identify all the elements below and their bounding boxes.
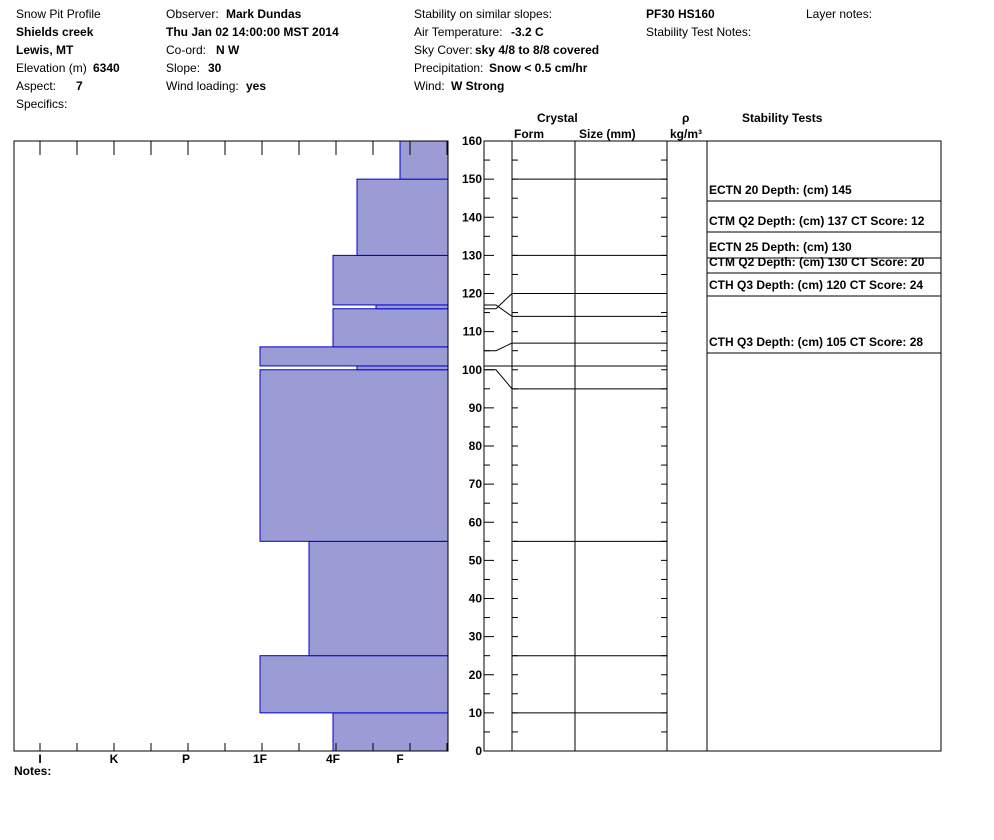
pf-hs-value: PF30 HS160	[646, 7, 715, 21]
height-tick-label: 90	[469, 401, 483, 415]
height-tick-label: 130	[462, 248, 482, 262]
height-tick-label: 70	[469, 477, 483, 491]
observation-datetime: Thu Jan 02 14:00:00 MST 2014	[166, 25, 339, 39]
observer-label: Observer:	[166, 7, 219, 21]
wind-value: W Strong	[451, 79, 505, 93]
sky-cover-label: Sky Cover:	[414, 43, 473, 57]
layer-boundary-connector	[484, 369, 513, 390]
precipitation-label: Precipitation:	[414, 61, 484, 75]
stability-test-label: CTH Q3 Depth: (cm) 120 CT Score: 24	[709, 278, 923, 292]
hardness-tick-label: 1F	[253, 752, 267, 766]
layer-notes-label: Layer notes:	[806, 7, 873, 21]
stability-test-label: ECTN 25 Depth: (cm) 130	[709, 240, 852, 254]
layer-boundary-connector	[484, 293, 513, 310]
layer-boundary-connector	[484, 342, 513, 352]
hardness-plot-frame	[13, 140, 449, 752]
wind-loading-label: Wind loading:	[166, 79, 239, 93]
coord-value: N W	[216, 43, 240, 57]
hardness-layer-bar	[375, 304, 449, 310]
height-tick-label: 80	[469, 439, 483, 453]
specifics-label: Specifics:	[16, 97, 68, 111]
aspect-label: Aspect:	[16, 79, 57, 93]
crystal-header: Crystal	[537, 111, 578, 125]
hardness-layer-bar	[356, 365, 449, 371]
hardness-tick-label: I	[38, 752, 41, 766]
form-header: Form	[514, 127, 544, 141]
elevation-label: Elevation (m)	[16, 61, 87, 75]
height-tick-label: 50	[469, 553, 483, 567]
aspect-value: 7	[76, 79, 83, 93]
density-unit-header: kg/m³	[670, 127, 703, 141]
height-tick-label: 160	[462, 134, 482, 148]
coord-label: Co-ord:	[166, 43, 207, 57]
hardness-tick-label: F	[396, 752, 403, 766]
hardness-ticks: I K P 1F 4F F	[38, 141, 448, 766]
height-tick-label: 120	[462, 287, 482, 301]
stability-tests-header: Stability Tests	[742, 111, 823, 125]
hardness-layer-bar	[399, 140, 449, 180]
stability-similar-label: Stability on similar slopes:	[414, 7, 553, 21]
stability-test-label: ECTN 20 Depth: (cm) 145	[709, 183, 852, 197]
height-tick-label: 150	[462, 172, 482, 186]
elevation-value: 6340	[93, 61, 120, 75]
hardness-layer-bar	[332, 308, 449, 348]
size-header: Size (mm)	[579, 127, 636, 141]
hardness-layer-bar	[259, 369, 449, 542]
slope-value: 30	[208, 61, 222, 75]
observer-value: Mark Dundas	[226, 7, 302, 21]
stability-test-list: ECTN 20 Depth: (cm) 145 CTM Q2 Depth: (cm…	[707, 183, 941, 354]
layer-boundary-connector	[484, 304, 513, 317]
wind-loading-value: yes	[246, 79, 267, 93]
height-tick-label: 20	[469, 668, 483, 682]
density-symbol-header: ρ	[682, 111, 690, 125]
location-name: Shields creek	[16, 25, 94, 39]
height-tick-label: 110	[463, 325, 483, 339]
air-temp-value: -3.2 C	[511, 25, 544, 39]
hardness-layer-bar	[259, 655, 449, 714]
stability-test-label: CTH Q3 Depth: (cm) 105 CT Score: 28	[709, 335, 923, 349]
height-tick-label: 10	[469, 706, 483, 720]
hardness-tick-label: 4F	[326, 752, 340, 766]
slope-label: Slope:	[166, 61, 201, 75]
precipitation-value: Snow < 0.5 cm/hr	[489, 61, 588, 75]
hardness-tick-label: K	[110, 752, 119, 766]
air-temp-label: Air Temperature:	[414, 25, 503, 39]
stability-test-notes-label: Stability Test Notes:	[646, 25, 752, 39]
height-tick-label: 30	[469, 630, 483, 644]
height-tick-label: 100	[462, 363, 482, 377]
wind-label: Wind:	[414, 79, 445, 93]
notes-label: Notes:	[14, 764, 52, 778]
hardness-tick-label: P	[182, 752, 190, 766]
hardness-layer-bar	[332, 254, 449, 306]
hardness-layer-bar	[259, 346, 449, 367]
stability-test-label: CTM Q2 Depth: (cm) 137 CT Score: 12	[709, 214, 925, 228]
height-axis: 0 10 20 30 40 50 60 70 80 90 100 110 120 130 140 150 160	[462, 134, 667, 758]
hardness-layer-bar	[356, 178, 449, 256]
crystal-table	[483, 140, 942, 752]
height-tick-label: 0	[475, 744, 482, 758]
height-tick-label: 40	[469, 592, 483, 606]
hardness-layer-bar	[332, 712, 449, 752]
sky-cover-value: sky 4/8 to 8/8 covered	[475, 43, 600, 57]
hardness-layer-bar	[308, 540, 449, 657]
table-frame	[483, 140, 942, 752]
stability-test-label: CTM Q2 Depth: (cm) 130 CT Score: 20	[709, 255, 925, 269]
height-tick-label: 140	[462, 210, 482, 224]
hardness-layers	[259, 140, 449, 752]
region-name: Lewis, MT	[16, 43, 74, 57]
report-title: Snow Pit Profile	[16, 7, 101, 21]
height-tick-label: 60	[469, 515, 483, 529]
